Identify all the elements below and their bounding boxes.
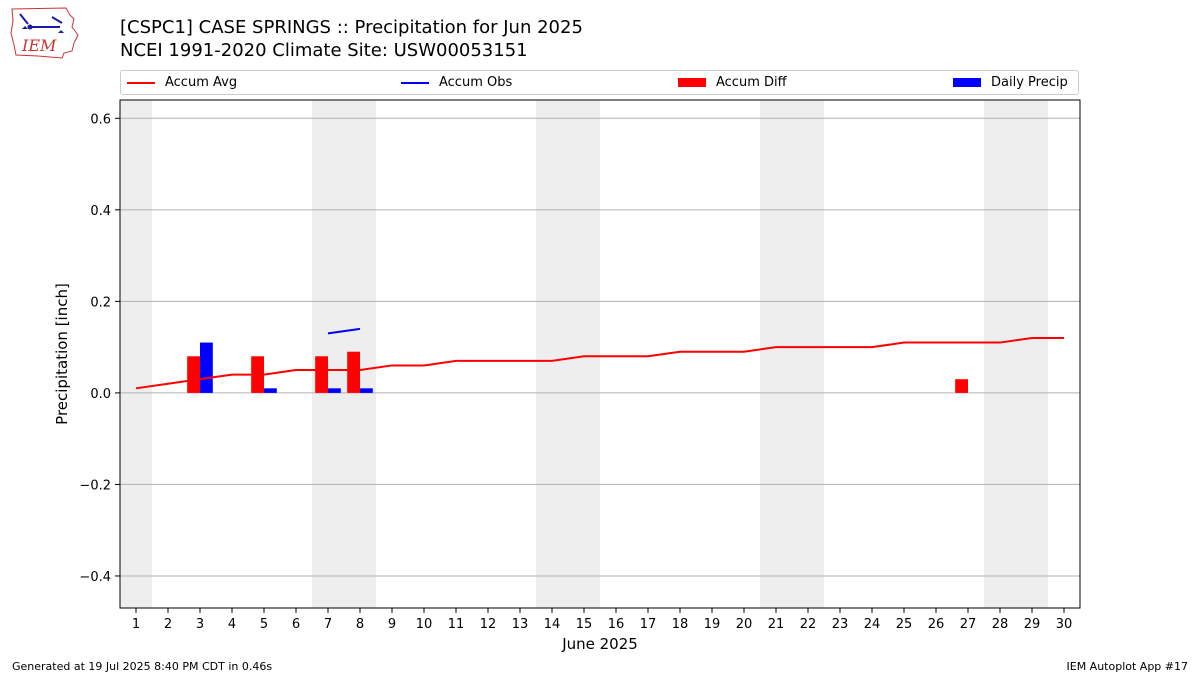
daily-precip-bar xyxy=(200,342,213,393)
x-tick-label: 19 xyxy=(704,617,721,632)
app-footer: IEM Autoplot App #17 xyxy=(1066,660,1189,673)
y-tick-label: 0.2 xyxy=(90,295,111,310)
x-tick-label: 26 xyxy=(928,617,945,632)
x-axis-label: June 2025 xyxy=(561,635,638,653)
axes: −0.4−0.20.00.20.40.61 2 3 4 5 6 7 8 9 10 11 12 13 14 1… xyxy=(79,112,1072,632)
legend-swatch-daily-precip xyxy=(953,78,981,87)
y-axis-label: Precipitation [inch] xyxy=(53,283,71,425)
daily-precip-bar xyxy=(328,388,341,393)
x-tick-label: 4 xyxy=(228,617,236,632)
legend-label-accum-avg: Accum Avg xyxy=(165,75,238,90)
x-tick-label: 11 xyxy=(448,617,465,632)
y-tick-label: −0.2 xyxy=(79,478,111,493)
x-tick-label: 6 xyxy=(292,617,300,632)
x-tick-label: 20 xyxy=(736,617,753,632)
weekend-band xyxy=(568,100,600,608)
x-tick-label: 29 xyxy=(1024,617,1041,632)
plot-frame xyxy=(119,99,1081,609)
x-tick-label: 17 xyxy=(640,617,657,632)
accum-diff-bar xyxy=(347,351,360,393)
chart-title: [CSPC1] CASE SPRINGS :: Precipitation fo… xyxy=(120,17,583,38)
weekend-band xyxy=(312,100,344,608)
weekend-band xyxy=(1016,100,1048,608)
x-tick-label: 15 xyxy=(576,617,593,632)
weekend-band xyxy=(536,100,568,608)
x-tick-label: 22 xyxy=(800,617,817,632)
x-tick-label: 14 xyxy=(544,617,561,632)
legend-swatch-accum-diff xyxy=(678,78,706,87)
generated-footer: Generated at 19 Jul 2025 8:40 PM CDT in … xyxy=(12,660,273,673)
legend-label-accum-diff: Accum Diff xyxy=(716,75,787,90)
daily-precip-bar xyxy=(264,388,277,393)
legend-label-daily-precip: Daily Precip xyxy=(991,75,1068,90)
legend-swatch-accum-obs xyxy=(401,81,429,84)
x-tick-label: 28 xyxy=(992,617,1009,632)
y-tick-label: 0.0 xyxy=(90,387,111,402)
x-tick-label: 24 xyxy=(864,617,881,632)
x-tick-label: 23 xyxy=(832,617,849,632)
weekend-band xyxy=(792,100,824,608)
x-tick-label: 12 xyxy=(480,617,497,632)
x-tick-label: 2 xyxy=(164,617,172,632)
legend-swatch-accum-avg xyxy=(127,81,155,84)
logo-text: IEM xyxy=(21,36,57,55)
weekend-band xyxy=(120,100,152,608)
iem-logo: IEM xyxy=(10,7,79,59)
x-tick-label: 1 xyxy=(132,617,140,632)
legend-item-accum-diff: Accum Diff xyxy=(678,71,787,94)
x-tick-label: 10 xyxy=(416,617,433,632)
x-tick-label: 13 xyxy=(512,617,529,632)
x-tick-label: 21 xyxy=(768,617,785,632)
x-tick-label: 18 xyxy=(672,617,689,632)
weekend-band xyxy=(760,100,792,608)
legend-item-accum-obs: Accum Obs xyxy=(401,71,512,94)
y-tick-label: 0.4 xyxy=(90,204,111,219)
y-tick-label: 0.6 xyxy=(90,112,111,127)
x-tick-label: 30 xyxy=(1056,617,1073,632)
weekend-band xyxy=(984,100,1016,608)
x-tick-label: 5 xyxy=(260,617,268,632)
accum-diff-bar xyxy=(315,356,328,393)
grid-lines xyxy=(120,117,1080,577)
accum-avg-line xyxy=(135,336,1064,390)
legend-item-accum-avg: Accum Avg xyxy=(127,71,237,94)
accum-obs-line xyxy=(327,327,361,335)
weekend-shading xyxy=(120,100,1048,608)
daily-precip-bar xyxy=(360,388,373,393)
chart-subtitle: NCEI 1991-2020 Climate Site: USW00053151 xyxy=(120,40,528,61)
x-tick-label: 3 xyxy=(196,617,204,632)
legend-item-daily-precip: Daily Precip xyxy=(953,71,1068,94)
x-tick-label: 7 xyxy=(324,617,332,632)
x-tick-label: 8 xyxy=(356,617,364,632)
accum-diff-bar xyxy=(955,379,968,393)
legend-label-accum-obs: Accum Obs xyxy=(439,75,513,90)
x-tick-label: 9 xyxy=(388,617,396,632)
y-tick-label: −0.4 xyxy=(79,570,111,585)
x-tick-label: 16 xyxy=(608,617,625,632)
legend: Accum Avg Accum Obs Accum Diff Daily Pre… xyxy=(120,70,1079,95)
x-tick-label: 27 xyxy=(960,617,977,632)
accum-diff-bar xyxy=(187,356,200,393)
x-tick-label: 25 xyxy=(896,617,913,632)
bars xyxy=(187,342,968,393)
series-lines xyxy=(135,327,1064,390)
